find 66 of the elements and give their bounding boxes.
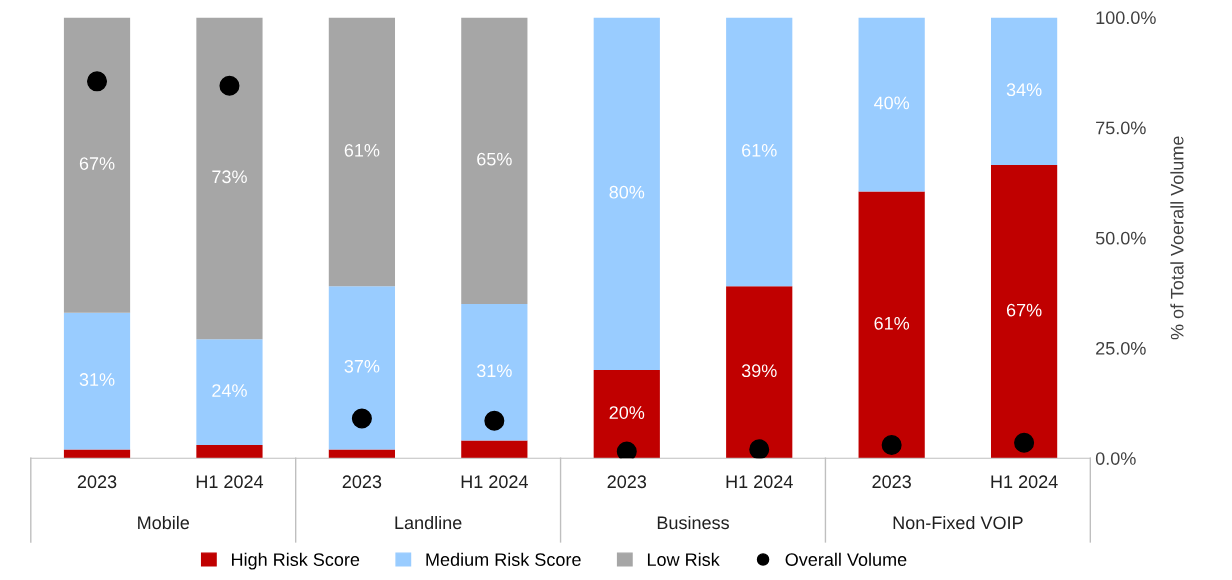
- point: [749, 439, 770, 459]
- text: Mobile: [138, 515, 190, 530]
- text: Landline: [395, 515, 462, 530]
- bar: [328, 286, 396, 450]
- bar: [990, 17, 1058, 166]
- y-tick-label: 0.0%: [1095, 452, 1136, 465]
- bar: [63, 449, 131, 459]
- legend-label: Low Risk: [647, 552, 720, 566]
- x-tick-label: 2023: [607, 475, 647, 489]
- bar: [593, 17, 660, 371]
- legend-label: Overall Volume: [785, 552, 907, 566]
- text: Non-Fixed VOIP: [893, 515, 1023, 530]
- point: [87, 71, 108, 92]
- data-label: 37%: [344, 359, 380, 373]
- point: [616, 441, 637, 459]
- legend-label: High Risk Score: [232, 552, 360, 570]
- point: [351, 408, 372, 429]
- data-label: 73%: [212, 170, 247, 184]
- x-tick-label: H1 2024: [461, 475, 528, 489]
- x-tick-label: 2023: [342, 475, 382, 489]
- text: Business: [657, 515, 729, 530]
- bar: [63, 312, 131, 450]
- data-label: 20%: [609, 406, 645, 419]
- data-label: 61%: [874, 316, 910, 330]
- bar: [593, 370, 660, 459]
- data-label: 31%: [79, 373, 115, 386]
- y-tick-label: 75.0%: [1096, 121, 1146, 135]
- bar: [196, 444, 263, 459]
- y-axis-title: % of Total Voerall Volume: [1170, 136, 1184, 340]
- bar: [461, 17, 528, 304]
- x-tick-label: 2023: [872, 475, 911, 489]
- y-tick-label: 25.0%: [1096, 341, 1146, 355]
- y-tick-label: 50.0%: [1095, 231, 1146, 245]
- bar: [461, 303, 528, 441]
- bar: [328, 449, 396, 459]
- bar: [63, 17, 131, 313]
- x-tick-label: H1 2024: [726, 475, 793, 489]
- data-label: 31%: [476, 364, 512, 378]
- point: [881, 434, 902, 455]
- x-tick-label: H1 2024: [196, 475, 264, 489]
- bar: [990, 165, 1058, 459]
- x-tick-label: 2023: [77, 475, 117, 489]
- data-label: 39%: [741, 364, 777, 378]
- bar: [858, 17, 925, 192]
- point: [1014, 432, 1035, 453]
- data-label: 34%: [1006, 83, 1042, 97]
- bar: [858, 191, 925, 459]
- bar: [726, 17, 793, 287]
- bar: [328, 17, 396, 287]
- x-tick-label: H1 2024: [991, 475, 1058, 489]
- bar: [196, 17, 263, 340]
- bar: [726, 286, 793, 459]
- data-label: 40%: [874, 96, 910, 110]
- data-label: 65%: [477, 152, 512, 166]
- data-label: 61%: [344, 143, 380, 157]
- data-label: 80%: [609, 185, 645, 199]
- data-label: 24%: [212, 384, 247, 397]
- point: [484, 410, 505, 431]
- legend-label: Medium Risk Score: [426, 552, 581, 566]
- data-label: 61%: [742, 143, 777, 157]
- data-label: 67%: [79, 157, 115, 170]
- y-tick-label: 100.0%: [1096, 11, 1156, 25]
- point: [219, 75, 240, 96]
- bar: [461, 440, 528, 459]
- bar: [196, 339, 263, 445]
- data-label: 67%: [1006, 303, 1042, 317]
